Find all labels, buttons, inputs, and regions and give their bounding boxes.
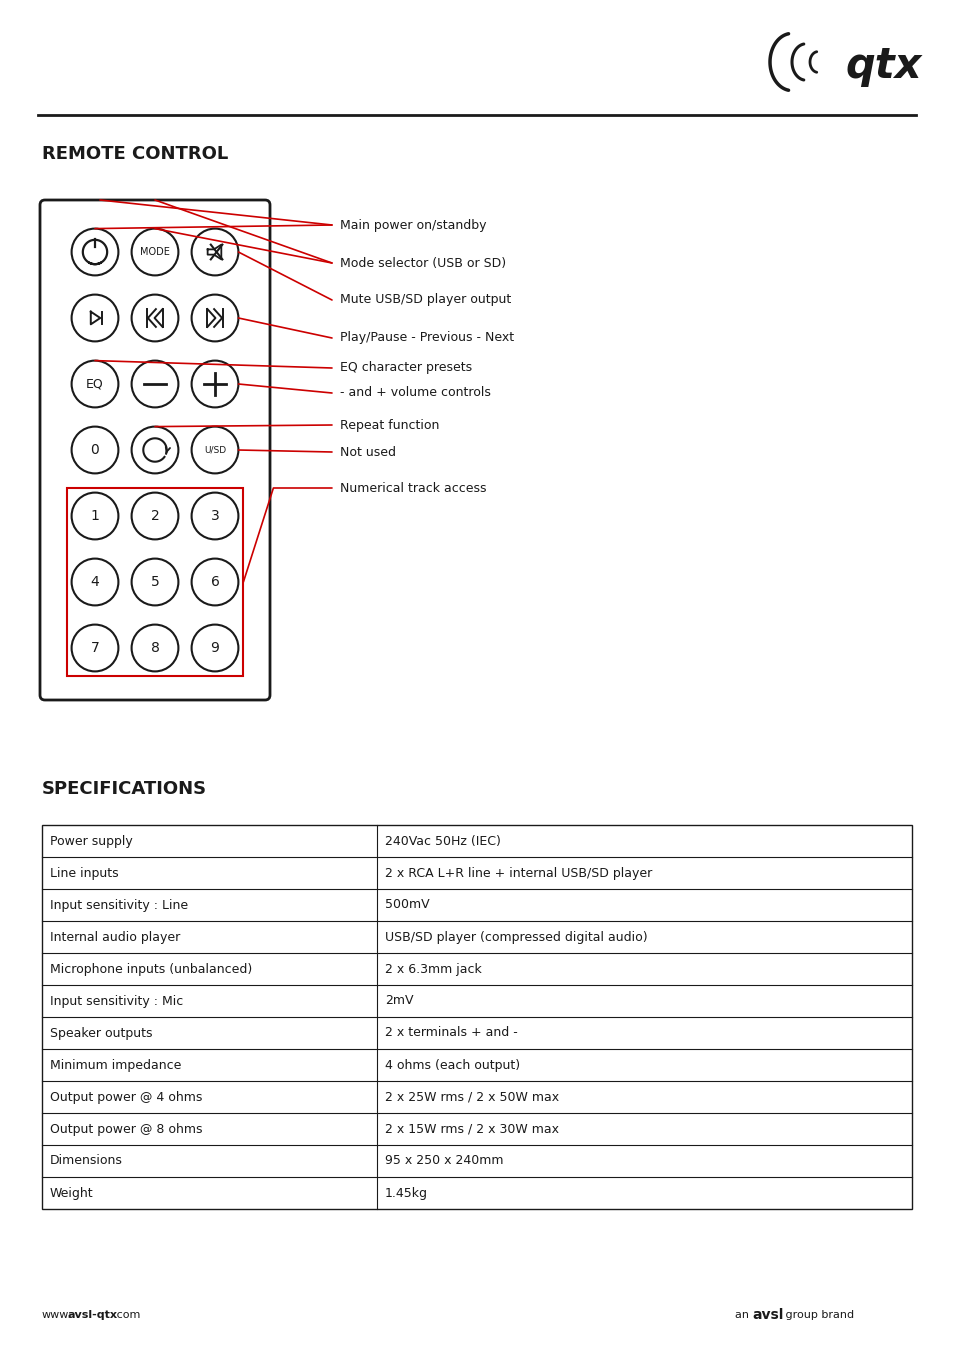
Text: MODE: MODE — [140, 247, 170, 256]
Text: Play/Pause - Previous - Next: Play/Pause - Previous - Next — [339, 332, 514, 344]
Text: 2 x RCA L+R line + internal USB/SD player: 2 x RCA L+R line + internal USB/SD playe… — [385, 867, 652, 879]
Circle shape — [132, 427, 178, 474]
Text: 7: 7 — [91, 641, 99, 655]
Text: Speaker outputs: Speaker outputs — [50, 1026, 152, 1040]
Text: 240Vac 50Hz (IEC): 240Vac 50Hz (IEC) — [385, 834, 500, 848]
Text: 9: 9 — [211, 641, 219, 655]
Text: Weight: Weight — [50, 1187, 93, 1200]
Text: EQ: EQ — [86, 378, 104, 390]
Text: 2 x 15W rms / 2 x 30W max: 2 x 15W rms / 2 x 30W max — [385, 1122, 558, 1135]
Text: Microphone inputs (unbalanced): Microphone inputs (unbalanced) — [50, 963, 252, 976]
Circle shape — [71, 625, 118, 671]
Circle shape — [132, 228, 178, 275]
Circle shape — [71, 559, 118, 605]
Circle shape — [132, 625, 178, 671]
Text: 1.45kg: 1.45kg — [385, 1187, 428, 1200]
Circle shape — [192, 625, 238, 671]
Circle shape — [132, 559, 178, 605]
Text: 2 x terminals + and -: 2 x terminals + and - — [385, 1026, 517, 1040]
Text: 95 x 250 x 240mm: 95 x 250 x 240mm — [385, 1154, 503, 1168]
Text: 500mV: 500mV — [385, 899, 429, 911]
Text: 2mV: 2mV — [385, 995, 413, 1007]
Text: avsl-qtx: avsl-qtx — [68, 1310, 118, 1320]
Circle shape — [71, 294, 118, 342]
Text: Mode selector (USB or SD): Mode selector (USB or SD) — [339, 256, 506, 270]
Circle shape — [71, 427, 118, 474]
Circle shape — [192, 228, 238, 275]
Circle shape — [192, 360, 238, 408]
Text: Dimensions: Dimensions — [50, 1154, 123, 1168]
Text: 0: 0 — [91, 443, 99, 458]
Text: Minimum impedance: Minimum impedance — [50, 1058, 181, 1072]
Text: Internal audio player: Internal audio player — [50, 930, 180, 944]
Text: Line inputs: Line inputs — [50, 867, 118, 879]
Text: Not used: Not used — [339, 446, 395, 459]
Text: USB/SD player (compressed digital audio): USB/SD player (compressed digital audio) — [385, 930, 647, 944]
Text: www.: www. — [42, 1310, 71, 1320]
Circle shape — [71, 493, 118, 540]
Text: Input sensitivity : Mic: Input sensitivity : Mic — [50, 995, 183, 1007]
Text: avsl: avsl — [751, 1308, 782, 1322]
Circle shape — [192, 294, 238, 342]
Text: 6: 6 — [211, 575, 219, 589]
Text: 3: 3 — [211, 509, 219, 522]
Text: 2 x 6.3mm jack: 2 x 6.3mm jack — [385, 963, 481, 976]
Circle shape — [71, 228, 118, 275]
Text: Power supply: Power supply — [50, 834, 132, 848]
Bar — [67, 487, 243, 676]
Circle shape — [132, 294, 178, 342]
Text: 4 ohms (each output): 4 ohms (each output) — [385, 1058, 519, 1072]
Text: Output power @ 8 ohms: Output power @ 8 ohms — [50, 1122, 202, 1135]
Text: - and + volume controls: - and + volume controls — [339, 386, 491, 400]
Text: Main power on/standby: Main power on/standby — [339, 219, 486, 231]
Circle shape — [132, 493, 178, 540]
Text: 8: 8 — [151, 641, 159, 655]
Text: Numerical track access: Numerical track access — [339, 482, 486, 494]
Text: group brand: group brand — [781, 1310, 853, 1320]
Text: Input sensitivity : Line: Input sensitivity : Line — [50, 899, 188, 911]
Text: .com: .com — [113, 1310, 141, 1320]
Text: 2 x 25W rms / 2 x 50W max: 2 x 25W rms / 2 x 50W max — [385, 1091, 558, 1103]
Text: U/SD: U/SD — [204, 446, 226, 455]
Text: Mute USB/SD player output: Mute USB/SD player output — [339, 293, 511, 306]
Text: an: an — [734, 1310, 752, 1320]
Text: EQ character presets: EQ character presets — [339, 362, 472, 374]
Circle shape — [71, 360, 118, 408]
Text: 2: 2 — [151, 509, 159, 522]
FancyBboxPatch shape — [40, 200, 270, 701]
Text: qtx: qtx — [845, 45, 922, 86]
Circle shape — [132, 360, 178, 408]
Text: 5: 5 — [151, 575, 159, 589]
Circle shape — [192, 427, 238, 474]
Text: Output power @ 4 ohms: Output power @ 4 ohms — [50, 1091, 202, 1103]
Bar — [42, 825, 911, 1210]
Text: 4: 4 — [91, 575, 99, 589]
Text: REMOTE CONTROL: REMOTE CONTROL — [42, 144, 228, 163]
Text: Repeat function: Repeat function — [339, 418, 439, 432]
Circle shape — [192, 493, 238, 540]
Circle shape — [192, 559, 238, 605]
Text: 1: 1 — [91, 509, 99, 522]
Text: SPECIFICATIONS: SPECIFICATIONS — [42, 780, 207, 798]
